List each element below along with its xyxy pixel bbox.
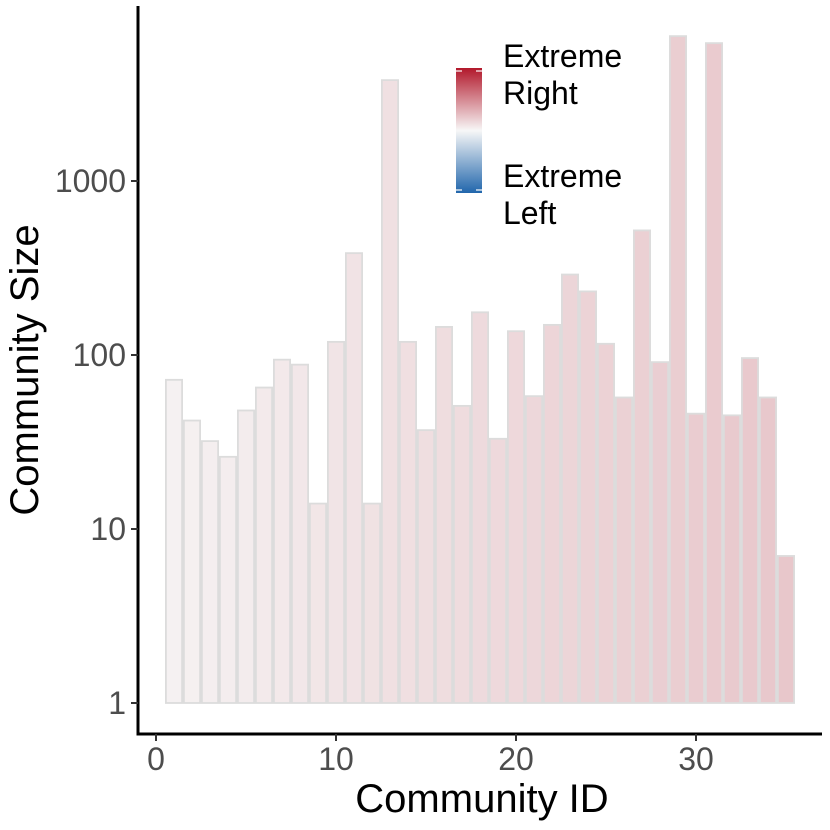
- bar-community-30: [687, 412, 706, 704]
- bar-community-12: [362, 502, 381, 704]
- y-tick-label-10: 10: [90, 511, 126, 547]
- bar-community-29: [669, 35, 688, 704]
- bar-community-21: [525, 395, 544, 704]
- x-ticks-group: 0 10 20 30: [147, 734, 714, 777]
- bar-community-31: [705, 42, 724, 704]
- bar-community-1: [164, 378, 183, 704]
- bar-community-23: [561, 273, 580, 704]
- bar-community-5: [236, 409, 255, 704]
- x-tick-label-10: 10: [318, 741, 354, 777]
- legend-low-label: Extreme Left: [503, 158, 631, 231]
- bars-group: [164, 35, 796, 704]
- bar-community-33: [741, 357, 760, 704]
- y-tick-label-1: 1: [108, 685, 126, 721]
- bar-community-34: [759, 396, 778, 704]
- bar-community-16: [434, 326, 453, 704]
- bar-community-18: [470, 311, 489, 704]
- y-tick-label-100: 100: [73, 337, 126, 373]
- x-tick-label-30: 30: [678, 741, 714, 777]
- color-legend: Extreme Right Extreme Left: [456, 38, 631, 231]
- x-tick-label-0: 0: [147, 741, 165, 777]
- bar-community-4: [218, 455, 237, 704]
- bar-community-28: [651, 361, 670, 704]
- x-axis-title: Community ID: [355, 777, 608, 821]
- bar-community-26: [615, 396, 634, 704]
- bar-community-14: [398, 340, 417, 704]
- bar-community-8: [290, 363, 309, 704]
- bar-community-15: [416, 429, 435, 704]
- x-tick-label-20: 20: [498, 741, 534, 777]
- bar-community-10: [326, 340, 345, 704]
- bar-community-9: [308, 502, 327, 704]
- bar-community-35: [777, 555, 796, 704]
- bar-community-24: [579, 290, 598, 704]
- bar-community-3: [200, 440, 219, 704]
- bar-community-19: [488, 437, 507, 704]
- y-axis-title: Community Size: [3, 224, 47, 515]
- y-ticks-group: 1 10 100 1000: [55, 163, 138, 721]
- bar-community-17: [452, 404, 471, 704]
- bar-community-6: [254, 386, 273, 704]
- legend-high-label: Extreme Right: [503, 38, 631, 111]
- bar-community-32: [723, 414, 742, 704]
- y-tick-label-1000: 1000: [55, 163, 126, 199]
- bar-community-11: [344, 252, 363, 704]
- bar-community-22: [543, 323, 562, 704]
- bar-community-27: [633, 229, 652, 704]
- bar-community-2: [182, 419, 201, 704]
- bar-community-20: [506, 330, 525, 704]
- legend-colorbar: [456, 68, 482, 193]
- bar-community-25: [597, 342, 616, 704]
- bar-community-7: [272, 358, 291, 704]
- bar-community-13: [380, 79, 399, 704]
